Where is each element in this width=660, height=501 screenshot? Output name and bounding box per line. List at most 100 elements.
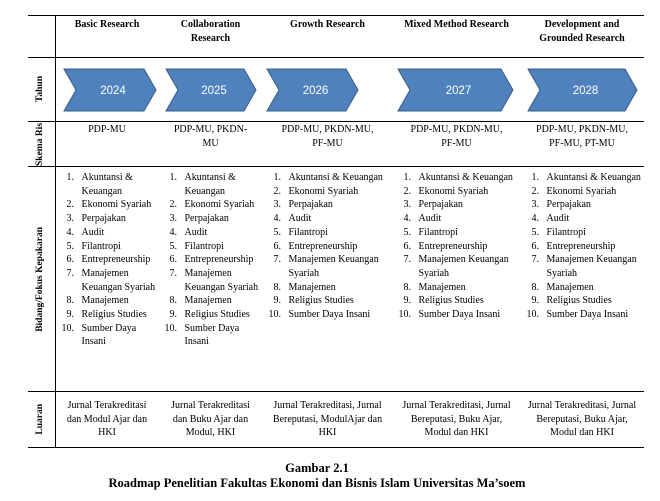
luaran-text: Jurnal Terakreditasi dan Buku Ajar dan M… <box>171 399 250 439</box>
table-row: Tahun 2024 2025 2026 2027 2028 <box>28 57 644 122</box>
bidang-item: Filantropi <box>542 226 644 240</box>
bidang-item: Filantropi <box>414 226 521 240</box>
year-arrow: 2024 <box>62 68 157 111</box>
year-cell: 2024 <box>55 57 159 122</box>
year-label: 2026 <box>302 85 328 97</box>
arrow-shape <box>526 68 638 111</box>
bidang-item: Manajemen Keuangan Syariah <box>542 253 644 280</box>
bidang-item: Ekonomi Syariah <box>414 185 521 199</box>
bidang-cell: Akuntansi & KeuanganEkonomi SyariahPerpa… <box>520 166 644 392</box>
bidang-item: Manajemen Keuangan Syariah <box>284 253 393 280</box>
bidang-item: Sumber Daya Insani <box>284 308 393 322</box>
luaran-cell: Jurnal Terakreditasi dan Buku Ajar dan M… <box>158 391 263 448</box>
year-cell: 2027 <box>392 57 521 122</box>
bidang-item: Filantropi <box>284 226 393 240</box>
bidang-cell: Akuntansi & KeuanganEkonomi SyariahPerpa… <box>158 166 263 392</box>
caption-title: Roadmap Penelitian Fakultas Ekonomi dan … <box>108 476 526 490</box>
bidang-item: Religius Studies <box>284 294 393 308</box>
skema-text: PDP-MU, PKDN-MU, PF-MU <box>281 124 374 149</box>
bidang-item: Ekonomi Syariah <box>180 198 263 212</box>
bidang-item: Perpajakan <box>542 198 644 212</box>
bidang-item: Religius Studies <box>542 294 644 308</box>
bidang-item: Sumber Daya Insani <box>77 322 159 349</box>
skema-text: PDP-MU, PKDN-MU, PF-MU, PT-MU <box>536 124 628 149</box>
bidang-item: Akuntansi & Keuangan <box>542 171 644 185</box>
bidang-item: Filantropi <box>180 240 263 254</box>
bidang-item: Akuntansi & Keuangan <box>284 171 393 185</box>
bidang-item: Entrepreneurship <box>414 240 521 254</box>
table-row: Skema Riset PDP-MU PDP-MU, PKDN-MU PDP-MU, … <box>28 121 644 167</box>
bidang-list: Akuntansi & KeuanganEkonomi SyariahPerpa… <box>159 171 263 349</box>
year-arrow: 2027 <box>396 68 514 111</box>
caption-number: Gambar 2.1 <box>285 461 349 475</box>
arrow-shape <box>396 68 514 111</box>
bidang-item: Filantropi <box>77 240 159 254</box>
bidang-item: Akuntansi & Keuangan <box>180 171 263 198</box>
table-row: Luaran Jurnal Terakreditasi dan Modul Aja… <box>28 391 644 448</box>
bidang-item: Entrepreneurship <box>284 240 393 254</box>
skema-cell: PDP-MU, PKDN-MU, PF-MU, PT-MU <box>520 121 644 167</box>
year-arrow: 2028 <box>526 68 638 111</box>
arrow-shape <box>62 68 157 111</box>
bidang-item: Perpajakan <box>284 198 393 212</box>
column-header: Collaboration Research <box>180 19 241 44</box>
bidang-item: Entrepreneurship <box>542 240 644 254</box>
bidang-list: Akuntansi & KeuanganEkonomi SyariahPerpa… <box>521 171 644 322</box>
row-header: Luaran <box>28 391 56 448</box>
bidang-item: Akuntansi & Keuangan <box>414 171 521 185</box>
bidang-item: Perpajakan <box>77 212 159 226</box>
bidang-item: Perpajakan <box>414 198 521 212</box>
year-label: 2028 <box>572 85 598 97</box>
skema-cell: PDP-MU <box>55 121 159 167</box>
arrow-shape <box>164 68 257 111</box>
bidang-item: Manajemen Keuangan Syariah <box>180 267 263 294</box>
bidang-item: Manajemen <box>542 281 644 295</box>
bidang-item: Manajemen <box>284 281 393 295</box>
bidang-item: Ekonomi Syariah <box>542 185 644 199</box>
bidang-item: Audit <box>414 212 521 226</box>
row-label: Tahun <box>35 76 46 103</box>
luaran-cell: Jurnal Terakreditasi, Jurnal Bereputasi,… <box>262 391 393 448</box>
skema-text: PDP-MU, PKDN-MU <box>173 124 248 149</box>
skema-cell: PDP-MU, PKDN-MU, PF-MU <box>262 121 393 167</box>
roadmap-table: Basic Research Collaboration Research Grow… <box>28 15 644 448</box>
column-header-cell: Growth Research <box>262 15 393 58</box>
bidang-item: Akuntansi & Keuangan <box>77 171 159 198</box>
skema-cell: PDP-MU, PKDN-MU, PF-MU <box>392 121 521 167</box>
year-label: 2027 <box>445 85 471 97</box>
column-header-cell: Development and Grounded Research <box>520 15 644 58</box>
bidang-cell: Akuntansi & KeuanganEkonomi SyariahPerpa… <box>392 166 521 392</box>
luaran-text: Jurnal Terakreditasi, Jurnal Bereputasi,… <box>272 399 383 439</box>
skema-cell: PDP-MU, PKDN-MU <box>158 121 263 167</box>
bidang-item: Audit <box>542 212 644 226</box>
column-header: Basic Research <box>74 19 140 30</box>
year-arrow: 2026 <box>265 68 359 111</box>
bidang-item: Sumber Daya Insani <box>542 308 644 322</box>
bidang-item: Manajemen <box>77 294 159 308</box>
bidang-list: Akuntansi & KeuanganEkonomi SyariahPerpa… <box>263 171 393 322</box>
year-cell: 2028 <box>520 57 644 122</box>
bidang-list: Akuntansi & KeuanganEkonomi SyariahPerpa… <box>393 171 521 322</box>
bidang-item: Manajemen <box>180 294 263 308</box>
year-arrow: 2025 <box>164 68 257 111</box>
year-label: 2025 <box>201 85 227 97</box>
year-cell: 2026 <box>262 57 393 122</box>
row-header: Bidang/Fokus Kepakaran <box>28 166 56 392</box>
bidang-item: Audit <box>180 226 263 240</box>
luaran-cell: Jurnal Terakreditasi, Jurnal Bereputasi,… <box>392 391 521 448</box>
bidang-item: Ekonomi Syariah <box>284 185 393 199</box>
column-header-cell: Collaboration Research <box>158 15 263 58</box>
skema-text: PDP-MU <box>88 124 126 135</box>
bidang-item: Religius Studies <box>180 308 263 322</box>
luaran-text: Jurnal Terakreditasi, Jurnal Bereputasi,… <box>402 399 511 439</box>
bidang-item: Manajemen <box>414 281 521 295</box>
column-header-cell: Mixed Method Research <box>392 15 521 58</box>
row-header: Tahun <box>28 57 56 122</box>
row-label: Bidang/Fokus Kepakaran <box>35 226 46 332</box>
row-label: Skema Riset <box>35 122 46 166</box>
bidang-item: Sumber Daya Insani <box>414 308 521 322</box>
bidang-item: Manajemen Keuangan Syariah <box>77 267 159 294</box>
luaran-cell: Jurnal Terakreditasi dan Modul Ajar dan … <box>55 391 159 448</box>
column-header: Development and Grounded Research <box>539 19 625 44</box>
luaran-text: Jurnal Terakreditasi dan Modul Ajar dan … <box>66 399 148 439</box>
